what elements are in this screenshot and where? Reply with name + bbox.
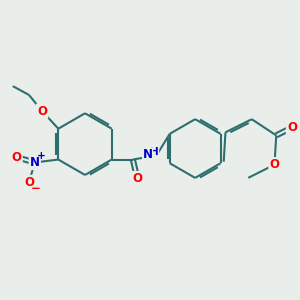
Text: O: O [287,121,297,134]
Text: −: − [31,182,40,195]
Text: N: N [142,148,153,161]
Text: O: O [132,172,142,185]
Text: O: O [37,105,47,118]
Text: H: H [150,148,159,158]
Text: N: N [30,156,40,169]
Text: O: O [269,158,280,171]
Text: +: + [37,151,46,161]
Text: O: O [12,151,22,164]
Text: O: O [24,176,34,189]
